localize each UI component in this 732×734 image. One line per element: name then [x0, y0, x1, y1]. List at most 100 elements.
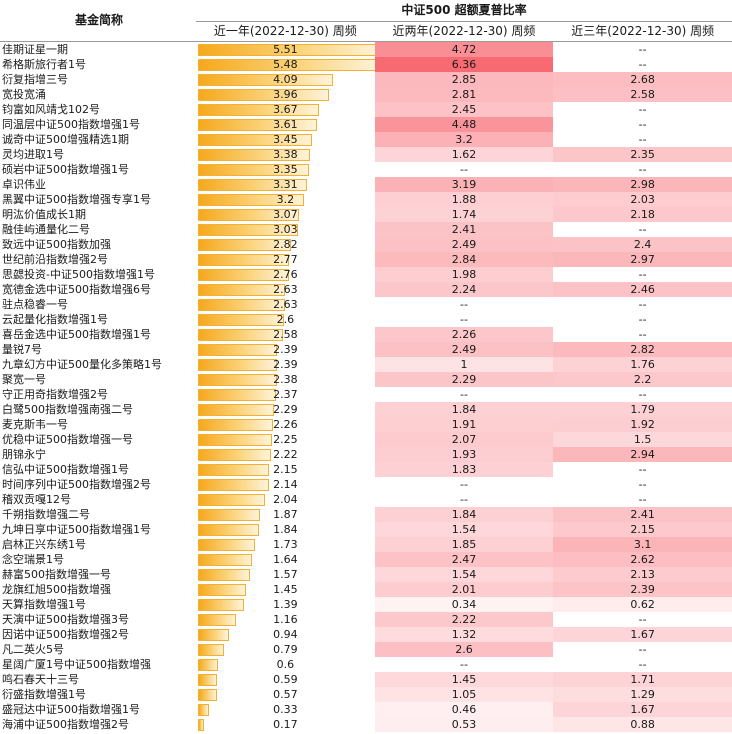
sharpe-1y-bar: [198, 74, 334, 86]
sharpe-2y-cell: 1.32: [374, 627, 554, 642]
sharpe-1y-cell: 2.76: [196, 267, 375, 282]
table-row: 佳期证星一期 5.51 4.72 --: [0, 41, 732, 57]
sharpe-2y-cell: 1.05: [374, 687, 554, 702]
table-row: 凡二英火5号 0.79 2.6 --: [0, 642, 732, 657]
table-row: 九坤日享中证500指数增强1号 1.84 1.54 2.15: [0, 522, 732, 537]
table-row: 念空瑞景1号 1.64 2.47 2.62: [0, 552, 732, 567]
fund-name: 时间序列中证500指数增强2号: [2, 478, 151, 491]
table-row: 聚宽一号 2.38 2.29 2.2: [0, 372, 732, 387]
sharpe-2y-cell: --: [460, 163, 468, 176]
table-row: 世纪前沿指数增强2号 2.77 2.84 2.97: [0, 252, 732, 267]
sharpe-2y-cell: 1.62: [374, 147, 554, 162]
sharpe-1y-bar: [198, 614, 237, 626]
table-row: 天演中证500指数增强3号 1.16 2.22 --: [0, 612, 732, 627]
sharpe-1y-value: 4.09: [273, 73, 298, 86]
sharpe-1y-bar: [198, 704, 209, 716]
sharpe-1y-value: 2.39: [273, 358, 298, 371]
sharpe-1y-bar: [198, 494, 266, 506]
fund-name: 明汯价值成长1期: [2, 208, 86, 221]
sharpe-1y-value: 5.51: [273, 43, 298, 56]
group-header: 中证500 超额夏普比率: [196, 0, 732, 22]
sharpe-2y-cell: 2.24: [374, 282, 554, 297]
sharpe-1y-bar: [198, 539, 256, 551]
sharpe-1y-bar: [198, 719, 204, 731]
sharpe-1y-bar: [198, 104, 320, 116]
sharpe-1y-cell: 3.2: [196, 192, 375, 207]
sharpe-1y-cell: 2.04: [196, 492, 375, 507]
table-row: 明汯价值成长1期 3.07 1.74 2.18: [0, 207, 732, 222]
sharpe-1y-bar: [198, 314, 284, 326]
table-row: 朋锦永宁 2.22 1.93 2.94: [0, 447, 732, 462]
sharpe-3y-cell: 1.79: [553, 402, 732, 417]
fund-name: 云起量化指数增强1号: [2, 313, 108, 326]
sharpe-1y-bar: [198, 554, 253, 566]
sharpe-1y-cell: 3.96: [196, 87, 375, 102]
fund-name: 世纪前沿指数增强2号: [2, 253, 108, 266]
sharpe-3y-cell: 2.18: [553, 207, 732, 222]
table-row: 灵均进取1号 3.38 1.62 2.35: [0, 147, 732, 162]
table-row: 信弘中证500指数增强1号 2.15 1.83 --: [0, 462, 732, 477]
table-body: 佳期证星一期 5.51 4.72 -- 希格斯旅行者1号 5.48 6.36 -- 衍复指增三号…: [0, 41, 732, 732]
sharpe-1y-bar: [198, 344, 277, 356]
table-row: 钧富如风靖戈102号 3.67 2.45 --: [0, 102, 732, 117]
sharpe-1y-bar: [198, 644, 225, 656]
sharpe-3y-cell: 1.76: [553, 357, 732, 372]
sharpe-1y-bar: [198, 689, 217, 701]
sharpe-1y-cell: 3.45: [196, 132, 375, 147]
fund-name: 硕岩中证500指数增强1号: [2, 163, 129, 176]
fund-name: 宽德金选中证500指数增强6号: [2, 283, 151, 296]
sharpe-2y-cell: 2.26: [374, 327, 554, 342]
sharpe-2y-cell: 3.2: [374, 132, 554, 147]
sharpe-1y-value: 1.45: [273, 583, 298, 596]
sharpe-1y-value: 0.79: [273, 643, 298, 656]
table-row: 致远中证500指数加强 2.82 2.49 2.4: [0, 237, 732, 252]
sharpe-3y-cell: --: [638, 223, 647, 236]
sharpe-3y-cell: 1.67: [553, 627, 732, 642]
table-row: 优稳中证500指数增强一号 2.25 2.07 1.5: [0, 432, 732, 447]
sharpe-3y-cell: 2.68: [553, 72, 732, 87]
sharpe-3y-cell: --: [638, 658, 647, 671]
sharpe-2y-cell: 1.74: [374, 207, 554, 222]
sharpe-3y-cell: --: [638, 43, 647, 56]
fund-name: 衍盛指数增强1号: [2, 688, 86, 701]
sharpe-1y-bar: [198, 629, 230, 641]
sharpe-2y-cell: 2.29: [374, 372, 554, 387]
sharpe-2y-cell: --: [460, 493, 468, 506]
fund-name: 盛冠达中证500指数增强1号: [2, 703, 140, 716]
sharpe-1y-cell: 4.09: [196, 72, 375, 87]
table-row: 九章幻方中证500量化多策略1号 2.39 1 1.76: [0, 357, 732, 372]
sharpe-1y-bar: [198, 194, 304, 206]
sharpe-1y-cell: 2.82: [196, 237, 375, 252]
fund-name: 朋锦永宁: [2, 448, 46, 461]
sharpe-2y-cell: 2.85: [374, 72, 554, 87]
sharpe-1y-bar: [198, 569, 250, 581]
table-row: 衍复指增三号 4.09 2.85 2.68: [0, 72, 732, 87]
fund-name: 九章幻方中证500量化多策略1号: [2, 358, 162, 371]
fund-name: 量锐7号: [2, 343, 42, 356]
sharpe-3y-cell: 2.94: [553, 447, 732, 462]
sharpe-1y-cell: 2.22: [196, 447, 375, 462]
table-row: 云起量化指数增强1号 2.6 -- --: [0, 312, 732, 327]
sharpe-1y-cell: 2.14: [196, 477, 375, 492]
sharpe-2y-cell: 2.81: [374, 87, 554, 102]
sharpe-2y-cell: 6.36: [374, 57, 554, 72]
sharpe-3y-cell: 2.97: [553, 252, 732, 267]
sharpe-1y-cell: 0.57: [196, 687, 375, 702]
sharpe-2y-cell: 1.45: [374, 672, 554, 687]
table-row: 硕岩中证500指数增强1号 3.35 -- --: [0, 162, 732, 177]
sharpe-1y-bar: [198, 599, 244, 611]
sharpe-2y-cell: 2.01: [374, 582, 554, 597]
sharpe-1y-value: 3.45: [273, 133, 298, 146]
sharpe-1y-value: 2.25: [273, 433, 298, 446]
sharpe-2y-cell: 0.34: [374, 597, 554, 612]
table-row: 黑翼中证500指数增强专享1号 3.2 1.88 2.03: [0, 192, 732, 207]
fund-name-header: 基金简称: [0, 0, 196, 42]
table-row: 诚奇中证500增强精选1期 3.45 3.2 --: [0, 132, 732, 147]
sharpe-2y-cell: 2.47: [374, 552, 554, 567]
sharpe-1y-bar: [198, 479, 269, 491]
fund-name: 守正用奇指数增强2号: [2, 388, 108, 401]
sharpe-1y-value: 2.37: [273, 388, 298, 401]
sharpe-3y-cell: 2.2: [553, 372, 732, 387]
sharpe-1y-bar: [198, 134, 312, 146]
sharpe-1y-cell: 2.39: [196, 342, 375, 357]
